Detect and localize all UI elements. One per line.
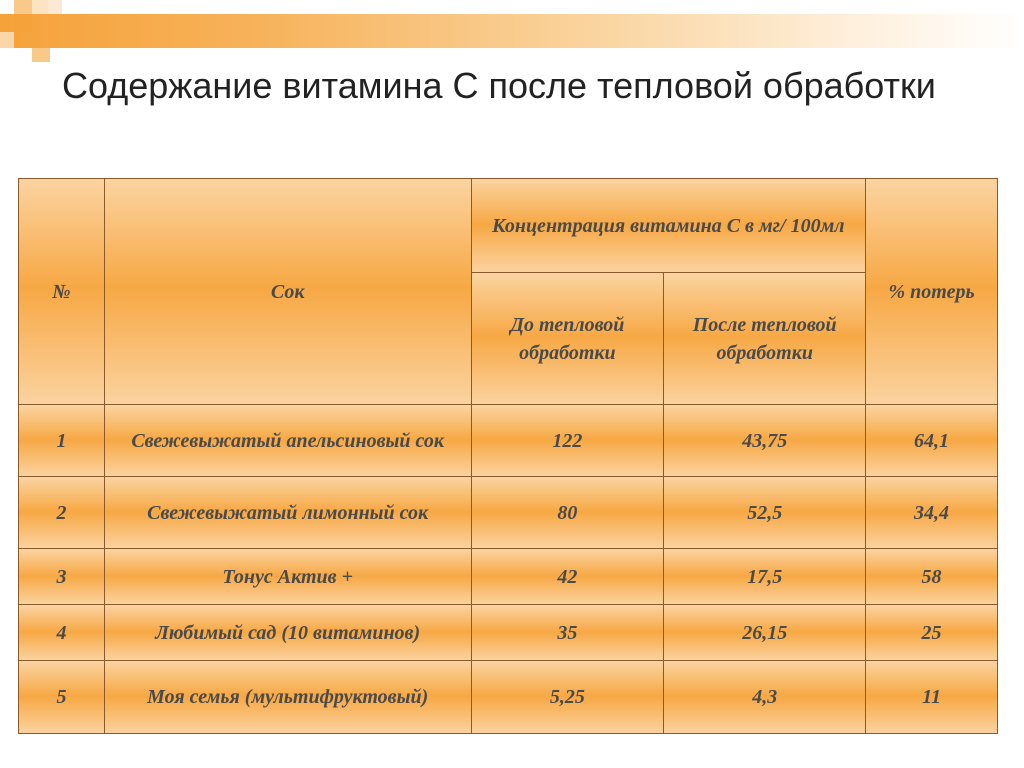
header-after: После тепловой обработки [663,272,867,405]
cell-loss: 25 [865,604,998,661]
table-row: 3 Тонус Актив + 42 17,5 58 [18,548,998,605]
cell-after: 43,75 [663,404,867,477]
header-concentration: Концентрация витамина С в мг/ 100мл [470,178,867,273]
cell-after: 52,5 [663,476,867,549]
cell-juice: Любимый сад (10 витаминов) [103,604,472,661]
cell-num: 2 [18,476,105,549]
cell-loss: 58 [865,548,998,605]
header-before: До тепловой обработки [470,272,665,405]
table-row: 2 Свежевыжатый лимонный сок 80 52,5 34,4 [18,476,998,549]
header-num: № [18,178,105,405]
cell-juice: Свежевыжатый лимонный сок [103,476,472,549]
cell-before: 5,25 [470,660,665,734]
cell-num: 1 [18,404,105,477]
cell-num: 4 [18,604,105,661]
decorative-square [14,14,32,32]
cell-loss: 34,4 [865,476,998,549]
cell-after: 4,3 [663,660,867,734]
cell-before: 122 [470,404,665,477]
cell-before: 80 [470,476,665,549]
cell-before: 35 [470,604,665,661]
cell-loss: 11 [865,660,998,734]
cell-juice: Тонус Актив + [103,548,472,605]
decorative-square [32,0,48,14]
cell-before: 42 [470,548,665,605]
decorative-band [0,14,1024,48]
cell-num: 5 [18,660,105,734]
cell-juice: Свежевыжатый апельсиновый сок [103,404,472,477]
cell-after: 17,5 [663,548,867,605]
decorative-square [14,0,32,14]
cell-juice: Моя семья (мультифруктовый) [103,660,472,734]
table-row: 4 Любимый сад (10 витаминов) 35 26,15 25 [18,604,998,661]
table-row: 1 Свежевыжатый апельсиновый сок 122 43,7… [18,404,998,477]
decorative-square [48,0,62,14]
decorative-square [0,32,14,48]
header-juice: Сок [103,178,472,405]
cell-loss: 64,1 [865,404,998,477]
cell-num: 3 [18,548,105,605]
table-row: 5 Моя семья (мультифруктовый) 5,25 4,3 1… [18,660,998,734]
vitamin-c-table: № Сок Концентрация витамина С в мг/ 100м… [18,178,998,734]
header-loss: % потерь [865,178,998,405]
decorative-square [32,48,50,62]
slide-title: Содержание витамина С после тепловой обр… [62,65,936,106]
cell-after: 26,15 [663,604,867,661]
